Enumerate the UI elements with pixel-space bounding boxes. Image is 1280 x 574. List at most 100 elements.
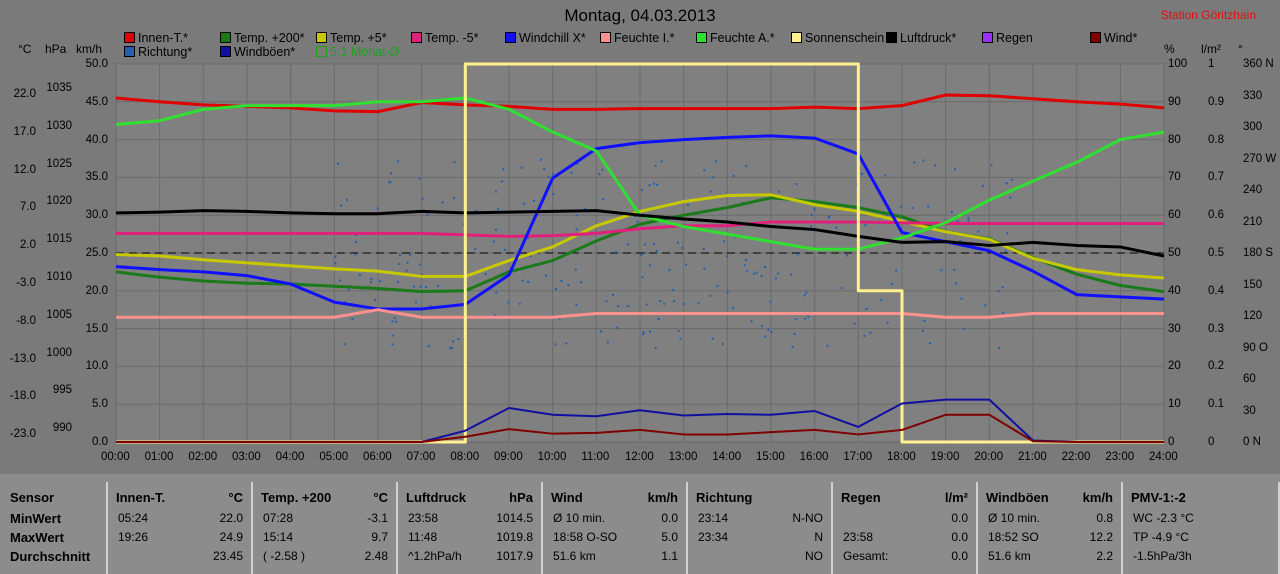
direction-point [398, 262, 401, 265]
direction-point [886, 321, 889, 324]
direction-point [796, 253, 799, 256]
direction-point [697, 302, 700, 305]
panel-cell-label: 51.6 km [988, 549, 1031, 563]
direction-point [601, 168, 604, 171]
direction-point [343, 301, 346, 304]
direction-point [393, 316, 396, 319]
direction-point [653, 182, 656, 185]
direction-point [922, 159, 925, 162]
direction-point [636, 220, 639, 223]
panel-regen: Regen l/m² 0.0 23:58 0.0 Gesamt: 0.0 [833, 482, 978, 574]
direction-point [984, 304, 987, 307]
direction-point [580, 281, 583, 284]
chart-area: Montag, 04.03.2013 Station Göritzhain In… [0, 0, 1280, 474]
direction-point [575, 228, 578, 231]
direction-point [552, 193, 555, 196]
direction-point [726, 291, 729, 294]
time-tick: 07:00 [406, 451, 436, 463]
direction-point [395, 320, 398, 323]
direction-point [953, 168, 956, 171]
panel-cell-value: -3.1 [367, 511, 388, 525]
direction-point [474, 247, 477, 250]
pressure-tick: 1010 [46, 271, 72, 283]
pressure-tick: 1020 [46, 195, 72, 208]
legend-label: Feuchte A.* [710, 31, 775, 45]
summary-table: Sensor MinWert MaxWert Durchschnitt Inne… [0, 482, 1280, 574]
humidity-tick: 50 [1168, 247, 1181, 259]
direction-point [575, 303, 578, 306]
legend-swatch [505, 32, 516, 43]
direction-point [723, 240, 726, 243]
time-tick: 11:00 [581, 451, 610, 463]
direction-point [769, 300, 772, 303]
direction-point [354, 234, 357, 237]
rain-tick: 1 [1208, 58, 1215, 70]
panel-cell-value: 0.8 [1096, 511, 1113, 525]
panel-cell-label: 23:58 [843, 530, 874, 544]
time-tick: 06:00 [363, 451, 392, 463]
legend-item-feuchte-a: Feuchte A.* [696, 31, 775, 45]
direction-point [392, 334, 395, 337]
direction-point [846, 254, 849, 257]
wind-tick: 5.0 [92, 398, 108, 411]
direction-point [540, 158, 543, 161]
time-tick: 08:00 [450, 451, 480, 463]
legend-swatch [124, 46, 135, 57]
direction-point [415, 301, 418, 304]
panel-cell-value: 0.0 [951, 549, 968, 563]
direction-point [507, 301, 510, 304]
direction-point [527, 236, 530, 239]
panel-title: PMV-1:-2 [1131, 490, 1186, 505]
direction-point [420, 273, 423, 276]
direction-point [732, 306, 735, 309]
direction-point [835, 226, 838, 229]
series-line-windchill-x [115, 134, 1165, 311]
pressure-tick: 1025 [46, 157, 72, 170]
direction-point [554, 343, 557, 346]
direction-point [673, 300, 676, 303]
panel-cell-label: ( -2.58 ) [263, 549, 306, 563]
time-tick: 13:00 [668, 451, 698, 463]
rain-tick: 0 [1208, 436, 1215, 448]
panel-cell-label: Ø 10 min. [553, 511, 606, 525]
panel-cell-value: 0.0 [951, 511, 968, 525]
direction-tick: 270 W [1243, 152, 1277, 165]
direction-point [777, 272, 780, 275]
direction-point [346, 198, 349, 201]
direction-point [869, 331, 872, 334]
wind-tick: 20.0 [85, 284, 108, 297]
series-line-luftdruck [115, 209, 1165, 258]
panel-cell-label: 23:14 [698, 511, 729, 525]
legend-swatch [791, 32, 802, 43]
legend-item-regen: Regen [982, 31, 1033, 45]
direction-point [743, 264, 746, 267]
direction-point [648, 330, 651, 333]
direction-point [703, 267, 706, 270]
panel-title: Wind [551, 490, 583, 505]
direction-point [963, 327, 966, 330]
direction-point [981, 184, 984, 187]
humidity-tick: 70 [1168, 171, 1181, 184]
legend-item-feuchte-i: Feuchte I.* [600, 31, 674, 45]
panel-unit: hPa [509, 490, 533, 505]
direction-point [501, 180, 504, 183]
direction-point [373, 298, 376, 301]
panel-cell-value: 23.45 [212, 549, 243, 563]
direction-tick: 180 S [1243, 247, 1274, 259]
legend-swatch [696, 32, 707, 43]
direction-point [529, 255, 532, 258]
temp-tick: -13.0 [9, 352, 36, 365]
direction-point [657, 317, 660, 320]
direction-point [575, 214, 578, 217]
direction-point [425, 286, 428, 289]
time-tick: 04:00 [275, 451, 305, 463]
direction-point [627, 243, 630, 246]
direction-point [583, 207, 586, 210]
panel-cell-label: 19:26 [118, 530, 149, 544]
time-tick: 23:00 [1105, 451, 1135, 463]
legend-label: Richtung* [138, 45, 193, 59]
direction-point [654, 346, 657, 349]
legend-swatch [124, 32, 135, 43]
panel-cell-label: 15:14 [263, 530, 294, 544]
direction-point [494, 314, 497, 317]
